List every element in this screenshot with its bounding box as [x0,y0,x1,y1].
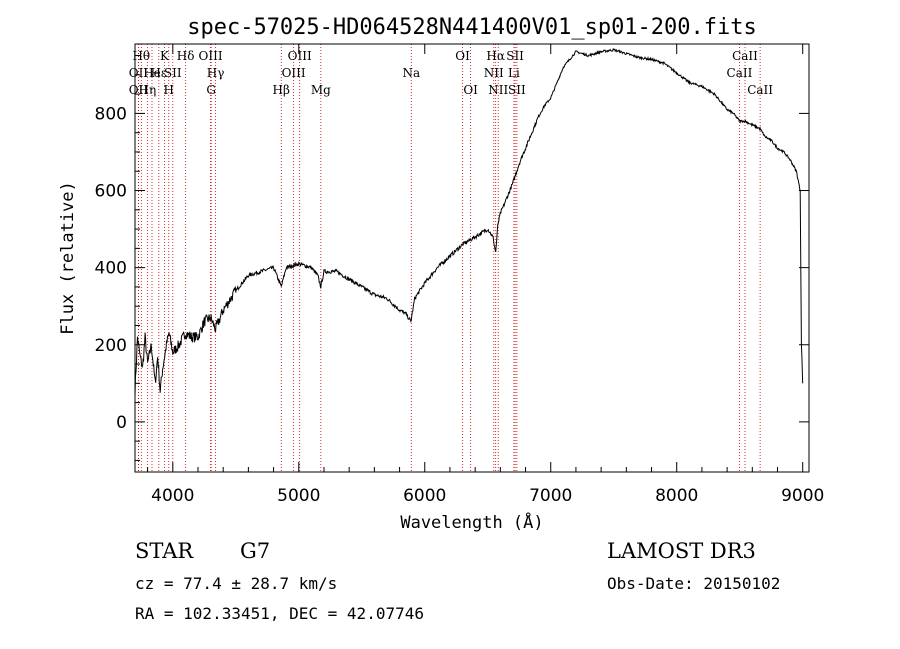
chart-title: spec-57025-HD064528N441400V01_sp01-200.f… [187,15,757,40]
y-tick-label: 600 [95,182,127,202]
marker-label-18: OI [455,49,470,63]
y-tick-label: 200 [95,336,127,356]
x-tick-label: 4000 [151,486,194,506]
x-tick-label: 9000 [781,486,824,506]
spectrum-line [134,48,804,397]
x-axis-ticks: 4000 5000 6000 7000 8000 9000 [147,44,824,506]
survey-name: LAMOST DR3 [607,539,756,563]
marker-label-25: SII [508,83,526,97]
marker-label-15: OIII [288,49,312,63]
x-tick-label: 6000 [403,486,446,506]
x-tick-label: 8000 [655,486,698,506]
x-axis-label: Wavelength (Å) [400,511,543,533]
coordinates-readout: RA = 102.33451, DEC = 42.07746 [135,604,424,623]
marker-label-20: NII [484,66,504,80]
marker-label-26: CaII [727,66,753,80]
marker-label-8: SII [164,66,182,80]
marker-label-24: SII [506,49,524,63]
marker-label-2: Hθ [132,49,150,63]
marker-label-9: Hδ [177,49,195,63]
marker-label-10: OIII [199,49,223,63]
marker-label-21: Hα [486,49,505,63]
marker-label-0: OII [129,66,149,80]
marker-label-27: CaII [732,49,758,63]
marker-label-6: K [160,49,170,63]
y-tick-label: 0 [116,413,127,433]
marker-label-11: G [206,83,216,97]
marker-label-4: He [143,66,161,80]
y-axis-ticks: 0 200 400 600 800 [95,55,809,461]
marker-label-3: Hη [139,83,157,97]
plot-frame [134,43,810,473]
y-tick-label: 800 [95,104,127,124]
marker-label-22: NII [488,83,508,97]
y-axis-label: Flux (relative) [58,181,78,335]
marker-label-23: Li [508,66,520,80]
marker-label-17: Na [402,66,420,80]
marker-label-28: CaII [747,83,773,97]
marker-label-19: OI [463,83,478,97]
x-tick-label: 5000 [277,486,320,506]
y-tick-label: 400 [95,259,127,279]
obs-date: Obs-Date: 20150102 [607,574,780,593]
object-class: STAR [135,539,194,563]
marker-label-16: Mg [311,83,331,97]
velocity-readout: cz = 77.4 ± 28.7 km/s [135,574,337,593]
marker-label-13: Hβ [273,83,290,97]
marker-label-12: Hγ [207,66,225,80]
marker-label-14: OIII [282,66,306,80]
marker-label-5: Hε [150,66,167,80]
marker-label-7: H [164,83,174,97]
object-subclass: G7 [240,539,270,563]
marker-label-1: OII [129,83,149,97]
spectral-line-markers [138,44,761,472]
x-tick-label: 7000 [529,486,572,506]
